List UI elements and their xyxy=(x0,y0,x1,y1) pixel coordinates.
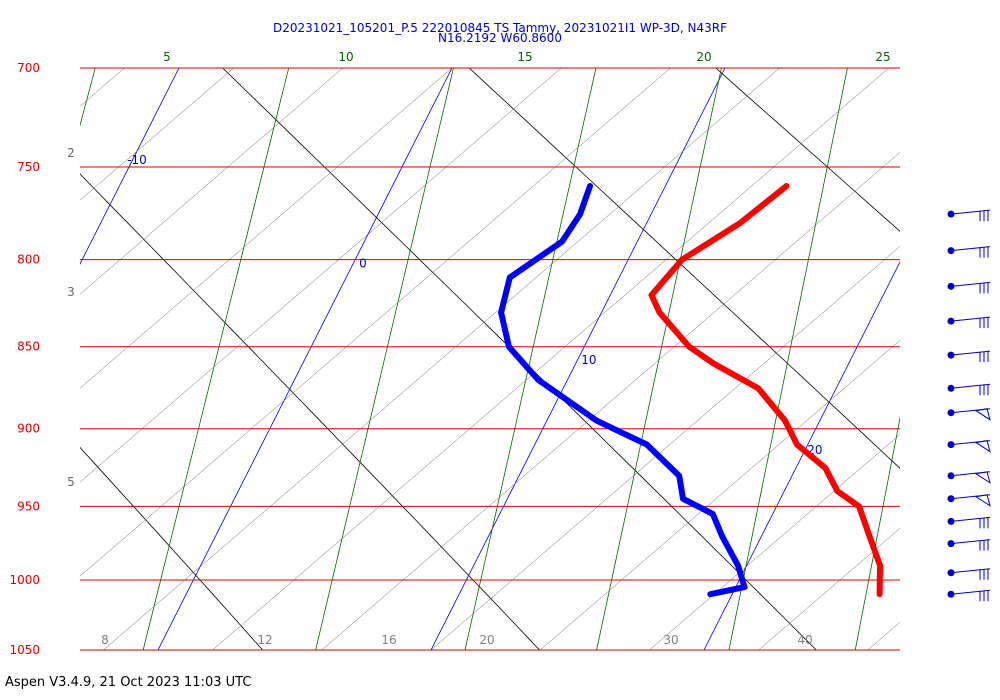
pressure-label: 850 xyxy=(17,340,40,354)
pressure-label: 700 xyxy=(17,61,40,75)
dry-adiabat-line xyxy=(80,173,540,650)
mixing-ratio-line xyxy=(315,68,454,650)
bottom-axis-label: 8 xyxy=(101,633,109,647)
mixing-ratio-label: 10 xyxy=(338,50,353,64)
moist-adiabat-line xyxy=(540,339,900,650)
pressure-label: 1000 xyxy=(9,573,40,587)
wind-barb xyxy=(947,350,991,363)
mixing-ratio-line xyxy=(80,68,96,127)
chart-title: D20231021_105201_P.5 222010845 TS Tammy,… xyxy=(272,21,728,35)
pressure-label: 800 xyxy=(17,253,40,267)
moist-adiabat-line xyxy=(80,68,125,107)
moist-adiabat-line xyxy=(80,68,671,577)
wind-barb xyxy=(947,209,991,222)
wind-barb xyxy=(947,516,991,529)
wind-barb-pennant xyxy=(974,494,991,507)
mixing-ratio-line xyxy=(142,68,290,650)
wind-barb xyxy=(947,408,991,421)
bottom-axis-label: 16 xyxy=(381,633,396,647)
wind-barb xyxy=(947,281,991,294)
dry-adiabat-line xyxy=(468,68,900,469)
mixing-ratio-line xyxy=(464,68,597,650)
isotherm-line xyxy=(430,68,726,650)
pressure-label: 750 xyxy=(17,160,40,174)
isotherm-line xyxy=(157,68,453,650)
moist-adiabat-line xyxy=(0,68,15,650)
wind-barb-pennant xyxy=(974,471,991,484)
bottom-axis-label: 12 xyxy=(257,633,272,647)
mixing-ratio-label: 15 xyxy=(517,50,532,64)
wind-barb-pennant xyxy=(974,408,991,421)
wind-barb xyxy=(947,246,991,258)
wind-barb xyxy=(947,383,991,396)
bottom-axis-label: 30 xyxy=(663,633,678,647)
wind-barb xyxy=(947,539,991,551)
isotherm-label: 10 xyxy=(581,353,596,367)
moist-adiabat-line xyxy=(80,68,234,201)
moist-adiabat-line xyxy=(649,433,900,650)
moist-adiabat-label: 3 xyxy=(67,285,75,299)
moist-adiabat-label: 5 xyxy=(67,475,75,489)
wind-barb xyxy=(947,494,991,507)
chart-location: N16.2192 W60.8600 xyxy=(438,31,562,45)
mixing-ratio-line xyxy=(973,68,1000,650)
dry-adiabat-line xyxy=(962,68,1000,650)
wind-barb xyxy=(947,316,991,329)
moist-adiabat-line xyxy=(80,68,453,389)
mixing-ratio-label: 25 xyxy=(875,50,890,64)
pressure-label: 900 xyxy=(17,422,40,436)
isotherm-label: -10 xyxy=(127,153,147,167)
bottom-axis-label: 40 xyxy=(797,633,812,647)
wind-barb xyxy=(947,471,991,484)
mixing-ratio-line xyxy=(596,68,722,650)
temperature-profile-line xyxy=(648,183,883,598)
wind-barb xyxy=(947,568,991,580)
mixing-ratio-label: 5 xyxy=(163,50,171,64)
moist-adiabat-line xyxy=(103,68,780,650)
moist-adiabat-line xyxy=(321,152,900,650)
software-version-footer: Aspen V3.4.9, 21 Oct 2023 11:03 UTC xyxy=(5,675,252,690)
moist-adiabat-line xyxy=(80,68,343,295)
pressure-label: 950 xyxy=(17,499,40,513)
moist-adiabat-line xyxy=(212,68,889,650)
moist-adiabat-label: 2 xyxy=(67,146,75,160)
mixing-ratio-line xyxy=(854,416,900,650)
wind-barb xyxy=(947,589,991,602)
isotherm-line xyxy=(703,261,900,650)
wind-barb-pennant xyxy=(974,440,991,453)
dry-adiabat-line xyxy=(80,446,263,650)
isotherm-line xyxy=(80,68,180,265)
bottom-axis-label: 20 xyxy=(479,633,494,647)
wind-barb xyxy=(947,440,991,453)
grid-lines xyxy=(0,68,1000,650)
pressure-label: 1050 xyxy=(9,643,40,657)
moist-adiabat-line xyxy=(758,527,900,650)
isotherm-label: 0 xyxy=(359,256,367,270)
moist-adiabat-line xyxy=(430,246,900,650)
dry-adiabat-line xyxy=(715,68,900,232)
mixing-ratio-label: 20 xyxy=(696,50,711,64)
moist-adiabat-line xyxy=(80,68,562,483)
mixing-ratio-line xyxy=(728,68,848,650)
dewpoint-profile-line xyxy=(498,183,748,598)
